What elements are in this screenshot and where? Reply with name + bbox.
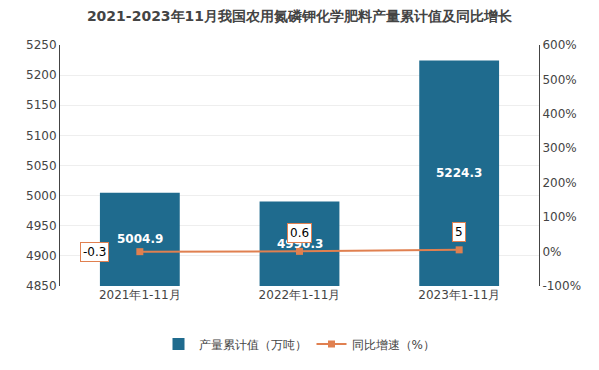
svg-text:4850: 4850: [26, 279, 57, 293]
svg-text:0.6: 0.6: [290, 226, 309, 240]
svg-text:400%: 400%: [542, 107, 576, 121]
svg-text:5150: 5150: [26, 98, 57, 112]
svg-text:600%: 600%: [542, 38, 576, 52]
svg-text:500%: 500%: [542, 73, 576, 87]
svg-text:2022年1-11月: 2022年1-11月: [259, 288, 341, 302]
svg-text:5050: 5050: [26, 159, 57, 173]
svg-text:5200: 5200: [26, 68, 57, 82]
svg-text:5004.9: 5004.9: [117, 232, 163, 246]
svg-text:5224.3: 5224.3: [436, 166, 482, 180]
svg-text:5000: 5000: [26, 189, 57, 203]
svg-text:4990.3: 4990.3: [277, 237, 323, 251]
svg-text:100%: 100%: [542, 210, 576, 224]
svg-text:300%: 300%: [542, 141, 576, 155]
svg-text:5250: 5250: [26, 38, 57, 52]
svg-text:同比增速（%）: 同比增速（%）: [352, 338, 435, 352]
svg-text:0%: 0%: [542, 245, 561, 259]
svg-text:200%: 200%: [542, 176, 576, 190]
svg-text:5100: 5100: [26, 129, 57, 143]
svg-text:产量累计值（万吨）: 产量累计值（万吨）: [199, 338, 307, 352]
svg-text:2021-2023年11月我国农用氮磷钾化学肥料产量累计值及: 2021-2023年11月我国农用氮磷钾化学肥料产量累计值及同比增长: [87, 8, 513, 24]
svg-text:4950: 4950: [26, 219, 57, 233]
svg-text:5: 5: [455, 225, 463, 239]
svg-text:2023年1-11月: 2023年1-11月: [418, 288, 500, 302]
svg-text:4900: 4900: [26, 249, 57, 263]
svg-text:-100%: -100%: [542, 279, 581, 293]
svg-text:-0.3: -0.3: [83, 245, 106, 259]
svg-text:2021年1-11月: 2021年1-11月: [99, 288, 181, 302]
